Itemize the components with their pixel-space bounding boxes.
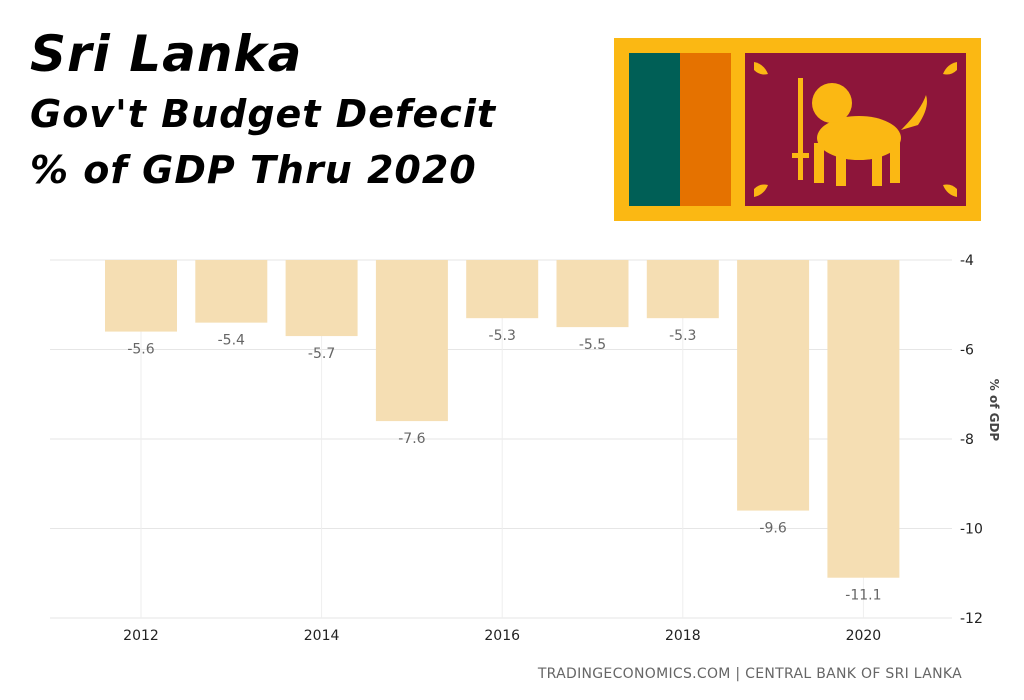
bar-2013 [195,260,268,323]
bar-2014 [285,260,358,337]
label-layer: -5.6 -5.4 -5.7 -7.6 -5.3 -5.5 -5.3 -9.6 -11.1 [127,328,881,604]
bar-2016 [466,260,539,319]
x-tick-label: 2014 [304,628,340,644]
data-label-2019: -9.6 [759,521,786,537]
lion-icon [812,83,927,186]
sri-lanka-flag-icon [614,38,981,221]
data-label-2018: -5.3 [669,328,696,344]
chart-title: Sri Lanka Gov't Budget Defecit % of GDP … [30,22,590,198]
title-line-1: Sri Lanka [30,25,303,83]
data-label-2017: -5.5 [579,337,606,353]
data-label-2013: -5.4 [218,333,245,349]
bo-leaf-icon [754,62,768,75]
bar-2017 [556,260,629,328]
flag-orange-stripe [680,53,731,206]
title-line-3: % of GDP Thru 2020 [30,148,477,192]
bar-2018 [646,260,719,319]
x-tick-label: 2012 [123,628,159,644]
data-label-2012: -5.6 [127,342,154,358]
sword-icon [792,78,809,180]
bar-2015 [375,260,448,422]
y-axis-label: % of GDP [987,379,1001,442]
x-tick-label: 2020 [846,628,882,644]
axis-layer: -4 -6 -8 -10 -12 2012 2014 2016 2018 2020 [123,253,983,644]
bar-chart: -5.6 -5.4 -5.7 -7.6 -5.3 -5.5 -5.3 -9.6 -11.1 -4… [50,253,1001,644]
bo-leaf-icon [943,62,957,75]
bar-2020 [827,260,900,578]
x-tick-label: 2018 [665,628,701,644]
y-tick-label: -6 [960,343,974,359]
title-line-2: Gov't Budget Defecit [30,92,497,136]
bar-2012 [105,260,177,332]
bo-leaf-icon [754,184,768,197]
y-tick-label: -12 [960,611,983,627]
data-label-2020: -11.1 [845,588,881,604]
y-tick-label: -4 [960,253,974,269]
y-tick-label: -10 [960,522,983,538]
bo-leaf-icon [943,184,957,197]
bar-layer [105,260,900,578]
x-tick-label: 2016 [484,628,520,644]
source-credit: TRADINGECONOMICS.COM | CENTRAL BANK OF S… [537,666,962,682]
data-label-2016: -5.3 [489,328,516,344]
data-label-2015: -7.6 [398,431,425,447]
y-tick-label: -8 [960,432,974,448]
bar-2019 [737,260,810,511]
flag-green-stripe [629,53,680,206]
data-label-2014: -5.7 [308,346,335,362]
